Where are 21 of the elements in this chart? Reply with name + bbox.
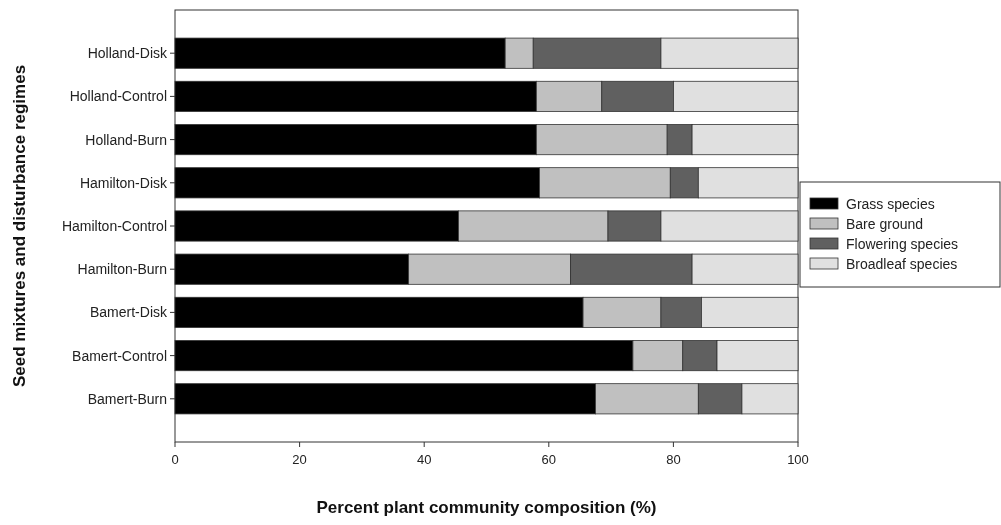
x-tick-label: 20 [292,452,307,467]
x-tick-label: 60 [541,452,557,467]
y-tick-label: Holland-Disk [87,45,168,62]
y-tick-label: Holland-Control [69,88,167,105]
y-tick-label: Hamilton-Burn [77,261,167,278]
x-tick-label: 80 [666,452,681,467]
y-tick-label: Holland-Burn [85,131,167,148]
y-tick-label: Hamilton-Control [61,218,167,234]
x-tick-label: 0 [171,452,179,467]
y-tick-label: Bamert-Burn [87,390,167,407]
y-tick-label: Bamert-Disk [89,304,168,321]
x-tick-label: 100 [787,452,809,467]
legend-label: Grass species [846,196,935,212]
y-axis-title: Seed mixtures and disturbance regimes [10,64,29,388]
legend-label: Flowering species [846,236,959,252]
x-tick-label: 40 [416,452,432,467]
y-tick-label: Bamert-Control [72,347,167,364]
x-axis-title: Percent plant community composition (%) [316,498,657,517]
legend-label: Broadleaf species [846,256,958,272]
y-tick-label: Hamilton-Disk [79,174,168,191]
legend-label: Bare ground [846,216,924,232]
